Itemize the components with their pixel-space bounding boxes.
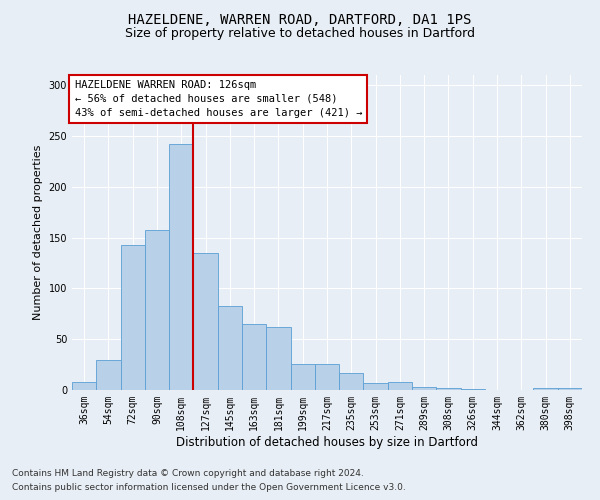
Text: HAZELDENE WARREN ROAD: 126sqm
← 56% of detached houses are smaller (548)
43% of : HAZELDENE WARREN ROAD: 126sqm ← 56% of d… (74, 80, 362, 118)
X-axis label: Distribution of detached houses by size in Dartford: Distribution of detached houses by size … (176, 436, 478, 448)
Bar (193, 253, 218, 390)
Bar (533, 388, 558, 390)
Bar (436, 388, 461, 390)
Bar (145, 230, 169, 390)
Text: Size of property relative to detached houses in Dartford: Size of property relative to detached ho… (125, 28, 475, 40)
Bar (218, 306, 242, 390)
Y-axis label: Number of detached properties: Number of detached properties (33, 145, 43, 320)
Text: Contains HM Land Registry data © Crown copyright and database right 2024.: Contains HM Land Registry data © Crown c… (12, 468, 364, 477)
Bar (339, 372, 364, 390)
Text: Contains public sector information licensed under the Open Government Licence v3: Contains public sector information licen… (12, 484, 406, 492)
Bar (461, 389, 485, 390)
Bar (72, 382, 96, 390)
Bar (290, 364, 315, 390)
Bar (364, 383, 388, 390)
Bar (121, 244, 145, 390)
Bar (169, 144, 193, 390)
Bar (315, 364, 339, 390)
Bar (558, 388, 582, 390)
Bar (96, 360, 121, 390)
Bar (266, 327, 290, 390)
Text: HAZELDENE, WARREN ROAD, DARTFORD, DA1 1PS: HAZELDENE, WARREN ROAD, DARTFORD, DA1 1P… (128, 12, 472, 26)
Bar (242, 324, 266, 390)
Bar (388, 382, 412, 390)
Bar (412, 387, 436, 390)
